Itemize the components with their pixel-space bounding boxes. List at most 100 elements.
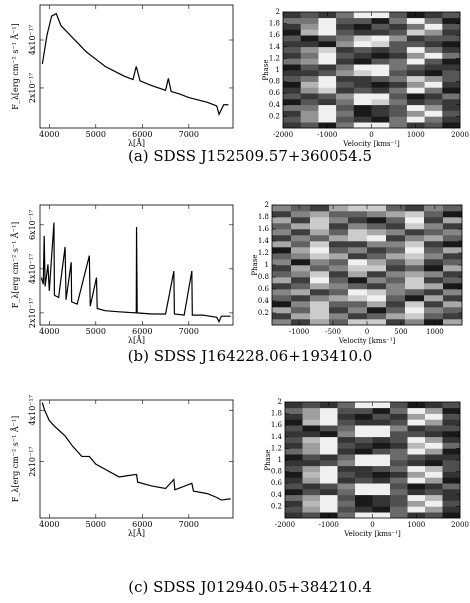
heatmap-cell xyxy=(442,81,461,88)
heatmap-cell xyxy=(320,419,338,426)
heatmap-cell xyxy=(372,448,391,455)
heatmap-cell xyxy=(336,75,355,82)
heatmap-cell xyxy=(291,319,311,326)
heatmap-cell xyxy=(367,241,387,248)
heatmap-cell xyxy=(386,259,406,266)
heatmap-cell xyxy=(372,407,391,414)
heatmap-cell xyxy=(300,12,319,19)
heatmap-cell xyxy=(424,12,443,19)
heatmap-cell xyxy=(348,277,368,284)
heatmap-cell xyxy=(386,283,406,290)
heatmap-cell xyxy=(371,122,390,129)
heatmap-cell xyxy=(353,122,372,129)
x-tick-label: 1000 xyxy=(426,328,444,336)
heatmap-cell xyxy=(283,75,301,82)
heatmap-cell xyxy=(372,465,391,472)
heatmap-cell xyxy=(353,35,372,42)
heatmap-cell xyxy=(425,431,443,438)
heatmap-cell xyxy=(318,41,337,48)
heatmap-cell xyxy=(283,70,301,77)
heatmap-cell xyxy=(367,223,387,230)
heatmap-cell xyxy=(355,512,373,519)
heatmap-cell xyxy=(337,448,356,455)
heatmap-cell xyxy=(442,104,461,111)
heatmap-cell xyxy=(443,247,463,254)
heatmap-cell xyxy=(442,477,461,484)
heatmap-cell xyxy=(285,460,303,467)
heatmap-cell xyxy=(442,52,461,59)
heatmap-cell xyxy=(407,483,426,490)
heatmap-cell xyxy=(389,75,408,82)
heatmap-cell xyxy=(310,283,330,290)
heatmap-cell xyxy=(390,494,408,501)
heatmap-cell xyxy=(318,35,337,42)
heatmap-cell xyxy=(300,104,319,111)
heatmap-cell xyxy=(425,506,443,513)
heatmap-cell xyxy=(353,87,372,94)
heatmap-cell xyxy=(442,58,461,65)
heatmap-cell xyxy=(424,319,444,326)
heatmap-cell xyxy=(367,205,387,212)
x-tick-label: -2000 xyxy=(273,131,293,139)
heatmap-cell xyxy=(285,483,303,490)
x-tick-label: 6000 xyxy=(132,520,152,529)
heatmap-cell xyxy=(424,35,443,42)
y-tick-label: 0.4 xyxy=(258,297,270,305)
heatmap-cell xyxy=(283,87,301,94)
heatmap-cell xyxy=(320,460,338,467)
heatmap-cell xyxy=(353,110,372,117)
y-tick-label: 1.2 xyxy=(258,249,269,257)
heatmap-cell xyxy=(372,489,391,496)
heatmap-cell xyxy=(386,307,406,314)
heatmap-cell xyxy=(291,211,311,218)
heatmap-cell xyxy=(443,301,463,308)
heatmap-cell xyxy=(405,217,425,224)
heatmap-cell xyxy=(442,87,461,94)
heatmap-cell xyxy=(367,307,387,314)
heatmap-cell xyxy=(283,29,301,36)
axes-frame xyxy=(39,4,234,129)
heatmap-cell xyxy=(336,104,355,111)
heatmap-cell xyxy=(406,93,425,100)
heatmap-cell xyxy=(406,58,425,65)
y-tick-label: 2 xyxy=(265,201,269,209)
heatmap-cell xyxy=(424,235,444,242)
y-tick-label: 1.6 xyxy=(258,225,270,233)
heatmap-cell xyxy=(405,313,425,320)
heatmap-cell xyxy=(320,407,338,414)
heatmap-cell xyxy=(318,29,337,36)
heatmap-cell xyxy=(300,58,319,65)
heatmap-cell xyxy=(405,229,425,236)
heatmap-cell xyxy=(337,500,356,507)
heatmap-cell xyxy=(424,104,443,111)
heatmap-cell xyxy=(372,454,391,461)
y-tick-label: 1.6 xyxy=(269,31,281,39)
heatmap-cell xyxy=(348,307,368,314)
heatmap-cell xyxy=(337,442,356,449)
heatmap-cell xyxy=(386,217,406,224)
heatmap-cell xyxy=(329,265,349,272)
heatmap-cell xyxy=(283,116,301,123)
heatmap-cell xyxy=(389,58,408,65)
heatmap-cell xyxy=(285,436,303,443)
heatmap-cell xyxy=(310,295,330,302)
heatmap-cell xyxy=(310,211,330,218)
heatmap-cell xyxy=(442,471,461,478)
heatmap-cell xyxy=(318,46,337,53)
heatmap-cell xyxy=(318,110,337,117)
heatmap-cell xyxy=(372,425,391,432)
heatmap-cell xyxy=(318,99,337,106)
heatmap-cell xyxy=(329,217,349,224)
heatmap-cell xyxy=(283,12,301,19)
heatmap-cell xyxy=(337,471,356,478)
heatmap-cell xyxy=(443,253,463,260)
heatmap-cell xyxy=(329,229,349,236)
heatmap-cell xyxy=(424,75,443,82)
heatmap-cell xyxy=(442,465,461,472)
heatmap-cell xyxy=(443,259,463,266)
heatmap-cell xyxy=(425,471,443,478)
heatmap-cell xyxy=(318,17,337,24)
heatmap-cell xyxy=(405,277,425,284)
heatmap-cell xyxy=(310,307,330,314)
heatmap-cell xyxy=(353,70,372,77)
